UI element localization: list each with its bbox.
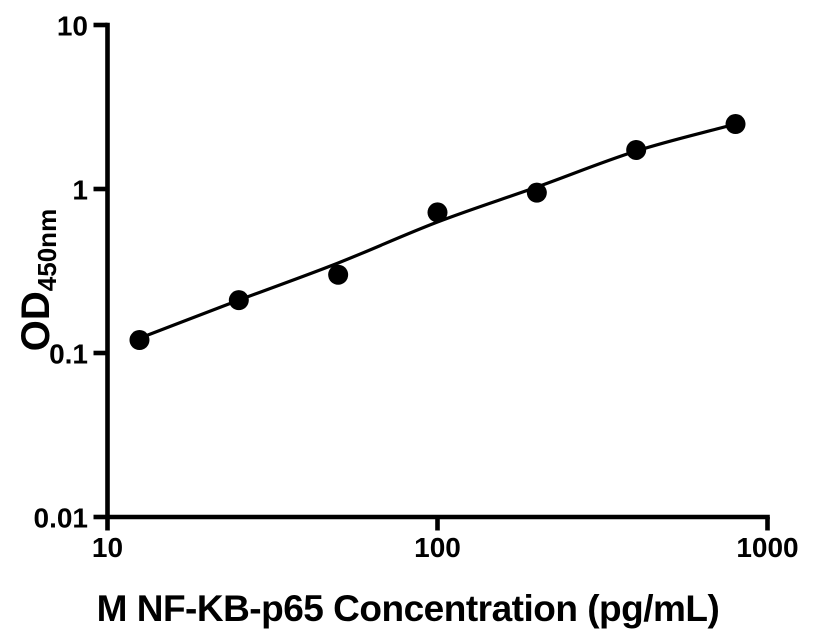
y-axis-title: OD450nm: [14, 208, 62, 352]
x-axis-title: M NF-KB-p65 Concentration (pg/mL): [96, 588, 720, 629]
y-axis-title-text: OD: [14, 291, 58, 352]
x-tick-label: 10: [92, 532, 123, 563]
data-point: [526, 182, 547, 203]
y-axis-title-subscript: 450nm: [32, 208, 62, 292]
data-point: [626, 139, 647, 160]
x-tick-label: 100: [414, 532, 461, 563]
y-tick-label: 0.1: [49, 339, 88, 370]
x-tick-label: 1000: [736, 532, 798, 563]
axis-ticks: [93, 22, 770, 531]
y-tick-label: 0.01: [34, 503, 89, 534]
axis-spines: [105, 22, 770, 520]
data-point: [228, 290, 249, 311]
data-point: [725, 114, 746, 135]
y-tick-label: 10: [57, 11, 88, 42]
fitted-curve-group: [138, 122, 736, 340]
data-point: [328, 264, 349, 285]
y-tick-label: 1: [72, 175, 88, 206]
fitted-curve: [138, 122, 736, 340]
data-point: [427, 202, 448, 223]
data-points-group: [129, 114, 746, 351]
axes: [105, 22, 770, 520]
data-point: [129, 330, 150, 351]
